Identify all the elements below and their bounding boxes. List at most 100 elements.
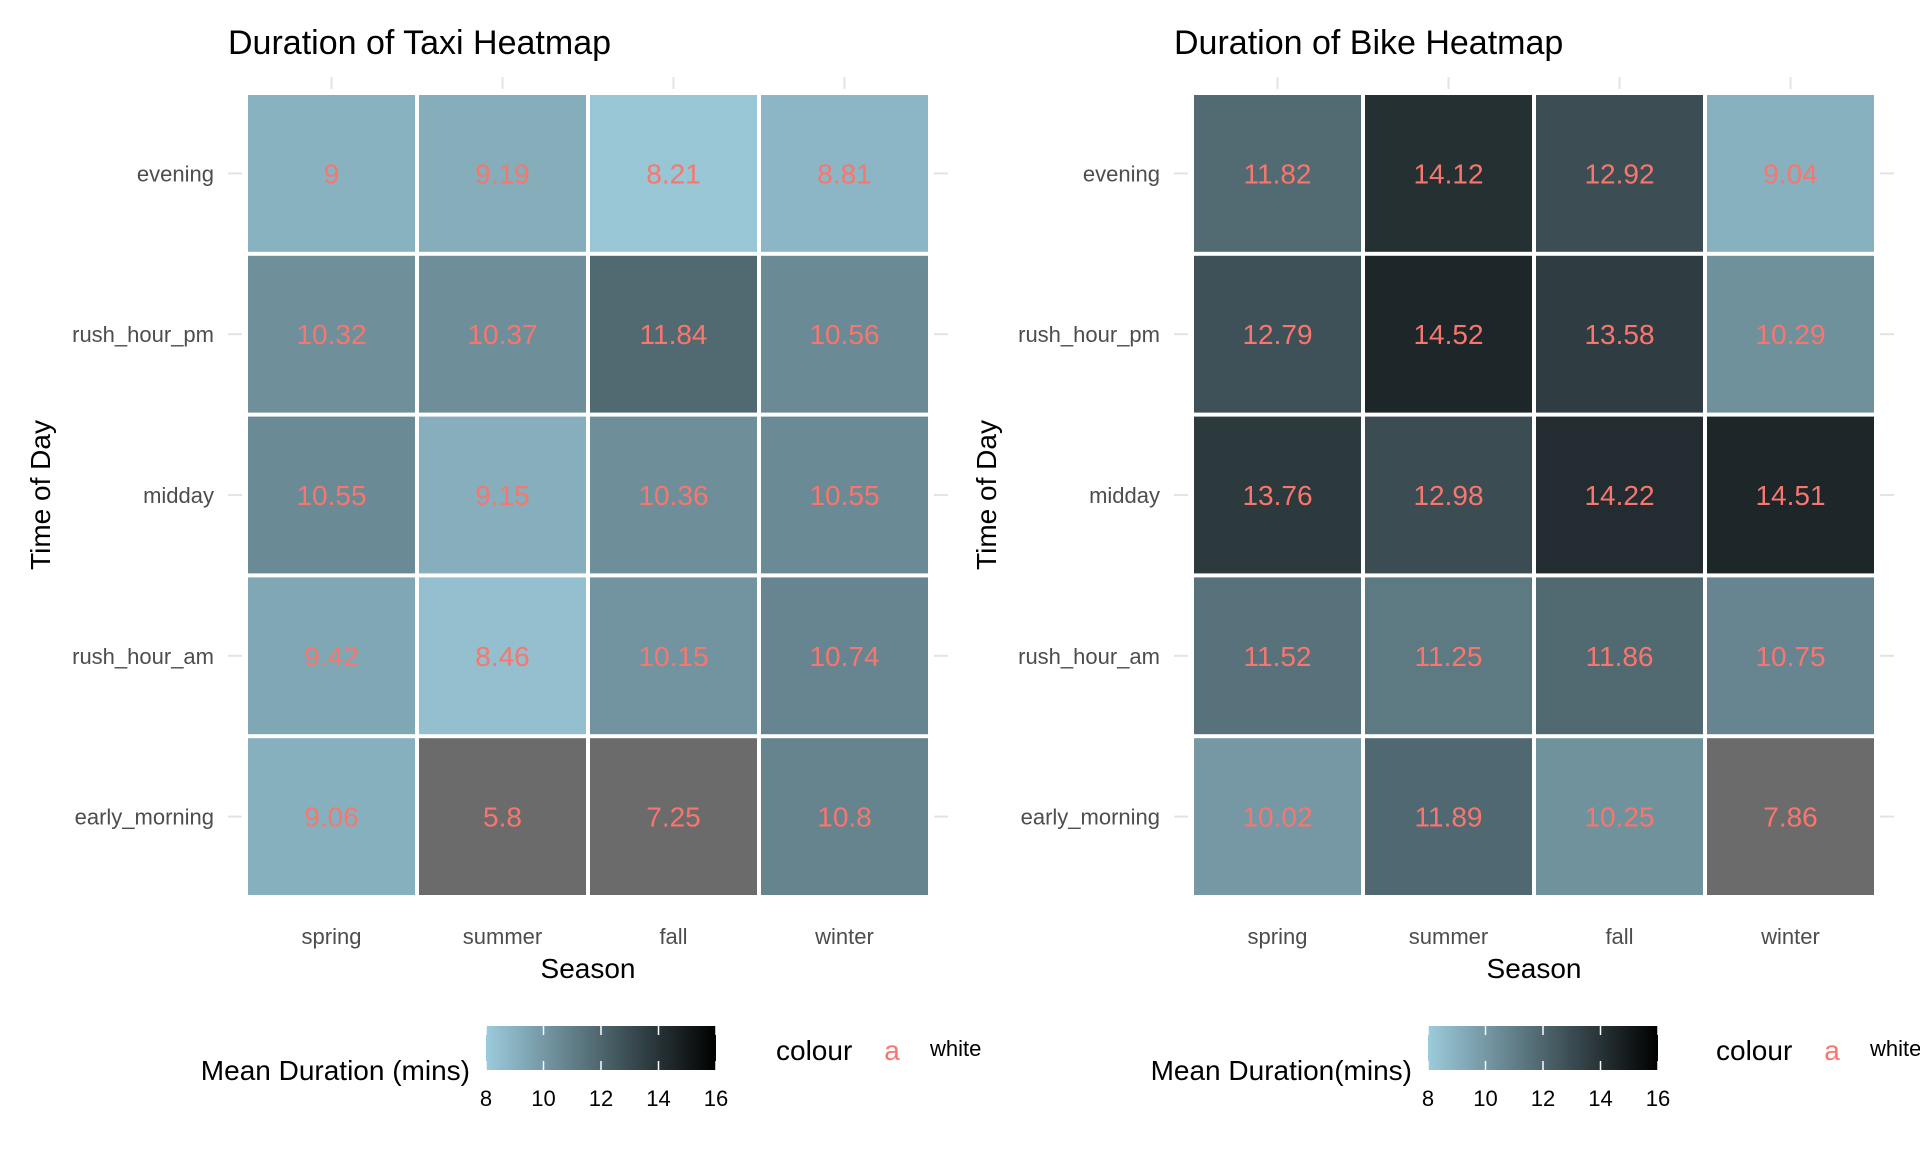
x-axis-title: Season	[541, 953, 636, 984]
cell-value-label: 7.86	[1763, 802, 1818, 833]
heatmap-cell	[1707, 577, 1874, 735]
heatmap-cell	[248, 95, 415, 252]
legend-tick-label: 16	[1646, 1086, 1670, 1111]
heatmap-cell	[1365, 95, 1532, 252]
cell-value-label: 10.15	[638, 641, 708, 672]
heatmap-cell	[248, 255, 415, 413]
x-tick-label: winter	[814, 924, 874, 949]
cell-value-label: 8.46	[475, 641, 530, 672]
cell-value-label: 7.25	[646, 802, 701, 833]
legend-tick-label: 10	[531, 1086, 555, 1111]
y-tick-label: rush_hour_pm	[72, 322, 214, 347]
cell-value-label: 11.82	[1244, 158, 1312, 189]
heatmap-cell	[248, 577, 415, 735]
cell-value-label: 10.36	[638, 480, 708, 511]
heatmap-cell	[1536, 255, 1703, 413]
x-tick-label: summer	[463, 924, 542, 949]
y-tick-label: rush_hour_pm	[1018, 322, 1160, 347]
heatmap-cell	[590, 255, 757, 413]
heatmap-cell	[590, 577, 757, 735]
heatmap-cell	[1707, 738, 1874, 895]
legend: Mean Duration(mins) 8 10 12 14 16 colour a white	[1151, 1026, 1920, 1111]
cell-value-label: 10.75	[1755, 641, 1825, 672]
heatmap-cell	[1365, 416, 1532, 574]
heatmap-cell	[248, 738, 415, 895]
cell-value-label: 9.06	[304, 802, 359, 833]
legend-tick-label: 10	[1473, 1086, 1497, 1111]
cell-value-label: 8.81	[817, 158, 872, 189]
y-tick-label: early_morning	[1021, 805, 1160, 830]
x-tick-label: spring	[1248, 924, 1308, 949]
heatmap-cell	[1365, 738, 1532, 895]
legend-colour-label: white	[929, 1036, 981, 1061]
legend-fill-title: Mean Duration (mins)	[201, 1055, 470, 1086]
heatmap-cell	[761, 255, 928, 413]
heatmap-cell	[1707, 416, 1874, 574]
heatmap-cell	[1536, 416, 1703, 574]
cell-value-label: 9.42	[304, 641, 359, 672]
y-tick-label: early_morning	[75, 805, 214, 830]
legend-tick-label: 8	[1422, 1086, 1434, 1111]
heatmap-cell	[761, 95, 928, 252]
cell-value-label: 11.84	[640, 319, 708, 350]
x-tick-label: summer	[1409, 924, 1488, 949]
cell-value-label: 5.8	[483, 802, 522, 833]
heatmap-cell	[1194, 416, 1361, 574]
y-axis-title: Time of Day	[25, 420, 56, 570]
legend-tick-label: 14	[646, 1086, 670, 1111]
heatmap-cell	[590, 416, 757, 574]
heatmap-cell	[419, 577, 586, 735]
cell-value-label: 11.52	[1244, 641, 1312, 672]
legend-tick-label: 14	[1588, 1086, 1612, 1111]
cell-value-label: 10.37	[467, 319, 537, 350]
legend-colour-key: a	[1824, 1035, 1840, 1066]
heatmap-cell	[761, 577, 928, 735]
cell-value-label: 9	[324, 158, 340, 189]
x-tick-label: fall	[1605, 924, 1633, 949]
cell-value-label: 12.92	[1584, 158, 1654, 189]
y-axis-title: Time of Day	[971, 420, 1002, 570]
heatmap-cell	[761, 416, 928, 574]
legend-tick-label: 12	[1531, 1086, 1555, 1111]
heatmap-cell	[1194, 738, 1361, 895]
heatmap-panel-0: Duration of Taxi Heatmap 9 9.19 8.21 8.81 10.…	[25, 24, 981, 1111]
y-tick-label: rush_hour_am	[72, 644, 214, 669]
heatmap-cell	[1536, 577, 1703, 735]
legend-tick-label: 8	[480, 1086, 492, 1111]
heatmap-cell	[419, 95, 586, 252]
heatmap-cell	[590, 95, 757, 252]
heatmap-cell	[1194, 95, 1361, 252]
y-tick-label: midday	[1089, 483, 1160, 508]
legend-colour-key: a	[884, 1035, 900, 1066]
cell-value-label: 10.56	[809, 319, 879, 350]
cell-value-label: 8.21	[646, 158, 701, 189]
cell-value-label: 11.86	[1586, 641, 1654, 672]
heatmap-cell	[419, 255, 586, 413]
y-tick-label: evening	[137, 161, 214, 186]
cell-value-label: 14.52	[1413, 319, 1483, 350]
heatmap-cell	[1365, 255, 1532, 413]
heatmap-cell	[1536, 95, 1703, 252]
heatmap-cell	[1707, 95, 1874, 252]
cell-value-label: 10.29	[1755, 319, 1825, 350]
cell-value-label: 10.74	[809, 641, 879, 672]
x-axis-title: Season	[1487, 953, 1582, 984]
legend: Mean Duration (mins) 8 10 12 14 16 colour a whit…	[201, 1026, 981, 1111]
cell-value-label: 12.98	[1413, 480, 1483, 511]
chart-title: Duration of Bike Heatmap	[1174, 24, 1563, 62]
cell-value-label: 14.51	[1755, 480, 1825, 511]
heatmap-cell	[419, 416, 586, 574]
heatmap-cell	[248, 416, 415, 574]
y-tick-label: midday	[143, 483, 214, 508]
legend-tick-label: 12	[589, 1086, 613, 1111]
legend-colour-label: white	[1869, 1036, 1920, 1061]
cell-value-label: 14.22	[1584, 480, 1654, 511]
cell-value-label: 11.89	[1415, 802, 1483, 833]
heatmap-cell	[761, 738, 928, 895]
cell-value-label: 12.79	[1242, 319, 1312, 350]
x-tick-label: fall	[659, 924, 687, 949]
cell-value-label: 9.19	[475, 158, 530, 189]
cell-value-label: 10.25	[1584, 802, 1654, 833]
heatmap-cell	[1707, 255, 1874, 413]
